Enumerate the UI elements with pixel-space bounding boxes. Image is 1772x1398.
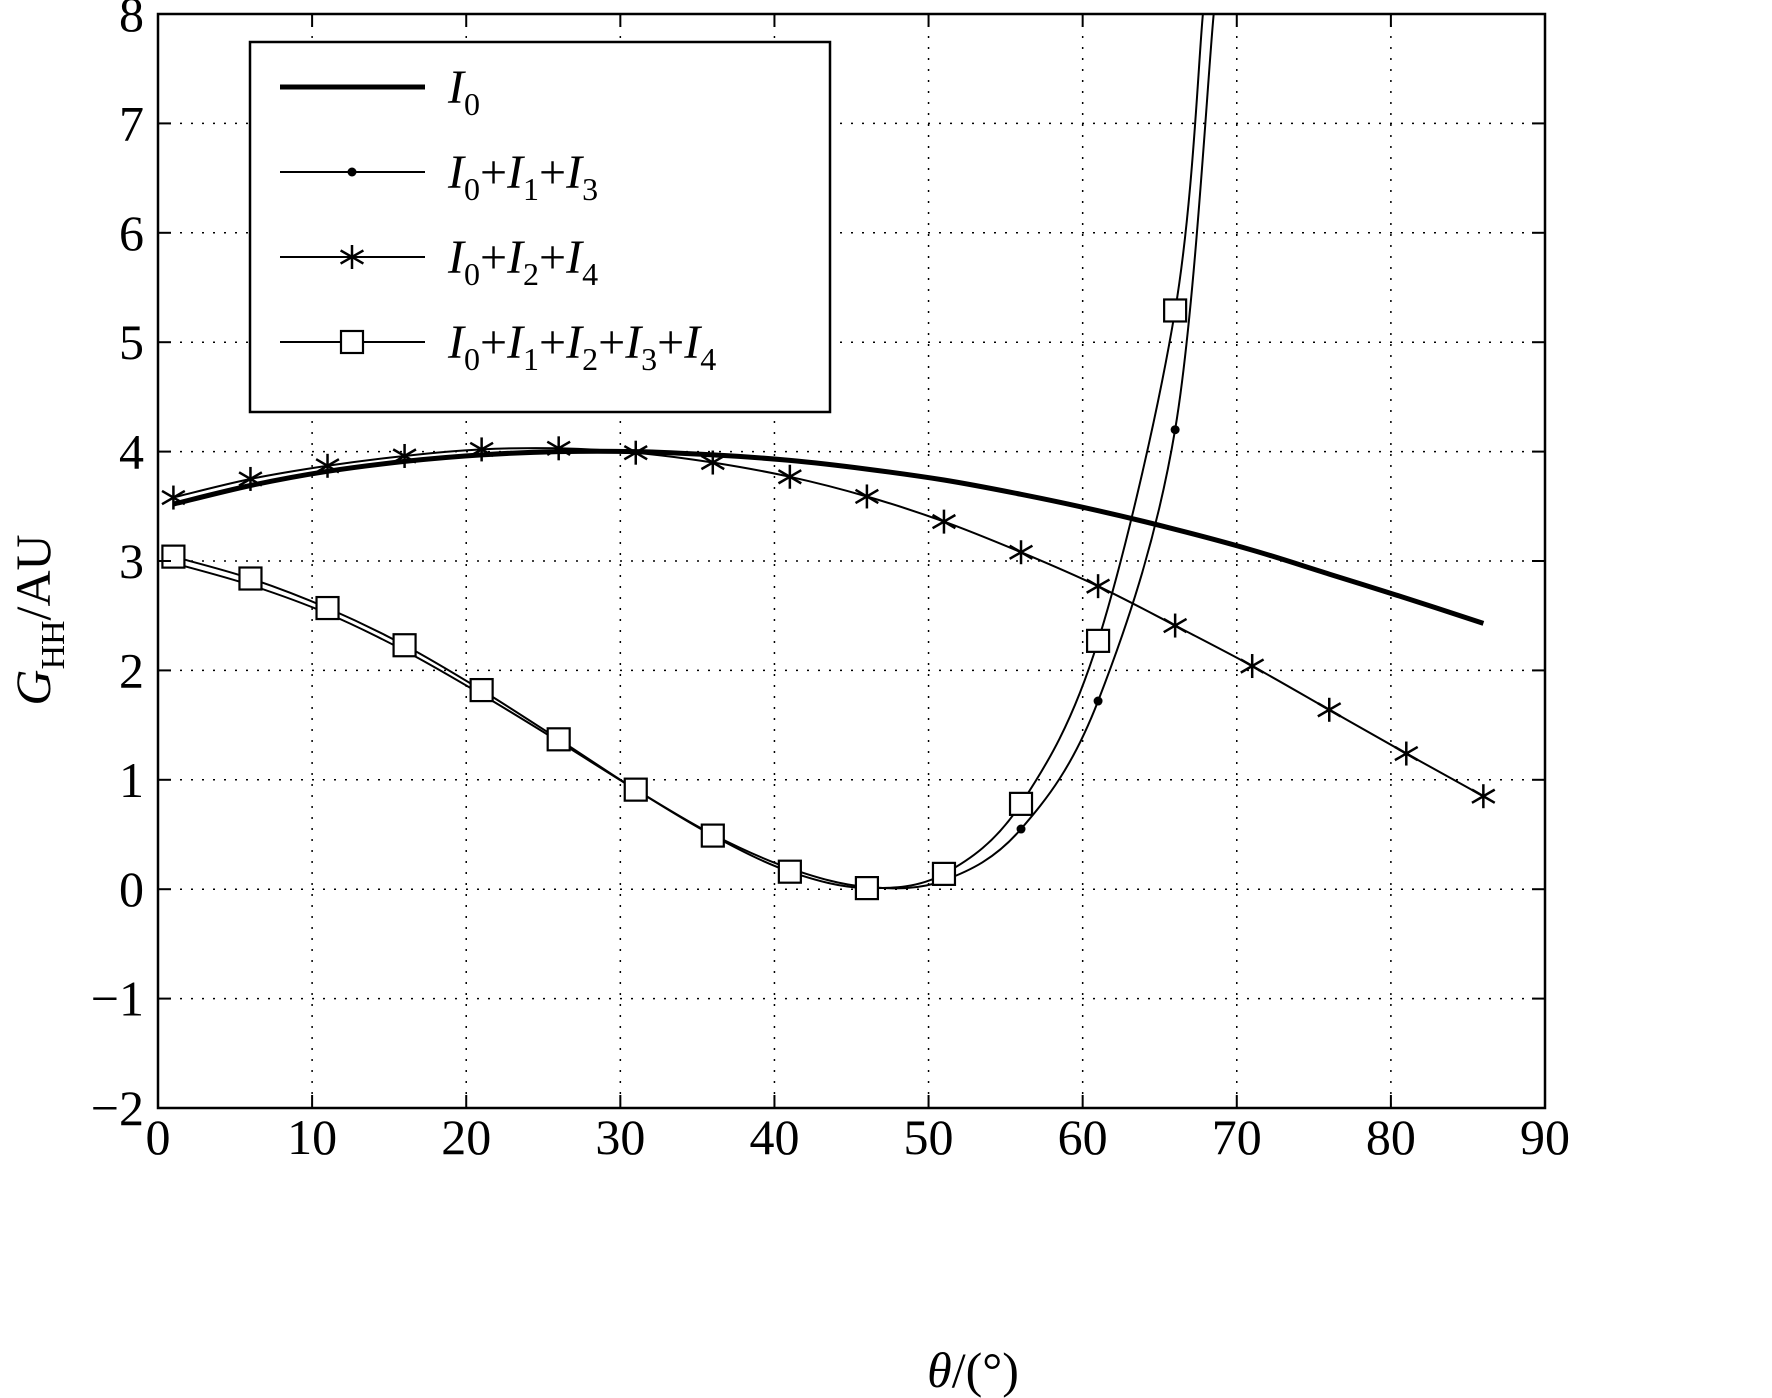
data-point-dot <box>1093 696 1103 706</box>
data-point-square <box>392 633 417 658</box>
legend: I0​ I0​+I1​+I3​ I0​+I2​+I4​ I0​+I1​+I2​+I3​… <box>248 40 832 414</box>
legend-label: I0​ <box>447 61 480 122</box>
data-point-asterisk <box>931 509 956 534</box>
data-point-asterisk <box>700 450 725 475</box>
y-axis-title: GHH/AU <box>5 534 72 705</box>
series-layer <box>161 13 1496 901</box>
y-tick-label: 0 <box>119 861 144 917</box>
data-point-asterisk <box>1008 540 1034 565</box>
data-point-square <box>339 329 365 355</box>
x-tick-label: 70 <box>1212 1109 1262 1165</box>
x-tick-label: 80 <box>1366 1109 1416 1165</box>
y-tick-label: −1 <box>91 971 144 1027</box>
data-point-square <box>469 677 494 703</box>
legend-item: I0​+I2​+I4​ <box>280 231 598 292</box>
legend-item: I0​ <box>280 61 480 122</box>
series-line <box>172 448 1485 626</box>
x-tick-label: 10 <box>287 1109 337 1165</box>
y-tick-label: 1 <box>119 752 144 808</box>
data-point-square <box>315 595 340 621</box>
data-point-square <box>854 876 880 901</box>
data-point-square <box>623 777 648 802</box>
x-tick-label: 60 <box>1058 1109 1108 1165</box>
data-point-asterisk <box>623 440 648 465</box>
data-point-asterisk <box>546 436 571 461</box>
x-tick-label: 30 <box>595 1109 645 1165</box>
series-4 <box>161 13 1204 901</box>
data-point-square <box>1008 791 1034 816</box>
data-point-asterisk <box>315 453 340 478</box>
data-point-square <box>700 823 725 848</box>
ticks <box>157 13 1546 1109</box>
data-point-square <box>777 859 802 884</box>
data-point-dot <box>1170 425 1180 435</box>
data-point-square <box>1085 628 1111 653</box>
data-point-dot <box>347 167 357 177</box>
data-point-asterisk <box>777 464 802 489</box>
x-tick-label: 0 <box>146 1109 171 1165</box>
data-point-square <box>238 566 263 591</box>
legend-item: I0​+I1​+I2​+I3​+I4​ <box>280 316 716 377</box>
y-tick-label: 7 <box>119 95 144 151</box>
data-point-square <box>1163 298 1188 323</box>
x-axis-title: θ/(°) <box>927 1342 1019 1398</box>
y-tick-label: 3 <box>119 533 144 589</box>
data-point-asterisk <box>339 245 365 269</box>
data-point-asterisk <box>392 443 417 468</box>
data-point-asterisk <box>1471 784 1496 809</box>
data-point-asterisk <box>1163 613 1188 638</box>
legend-label: I0​+I1​+I3​ <box>447 146 598 207</box>
legend-label: I0​+I2​+I4​ <box>447 231 598 292</box>
data-point-asterisk <box>161 485 186 510</box>
data-point-asterisk <box>854 484 879 509</box>
data-point-asterisk <box>1240 654 1265 679</box>
y-tick-label: 2 <box>119 642 144 698</box>
y-tick-label: 5 <box>119 314 144 370</box>
series-1 <box>172 448 1485 626</box>
data-point-asterisk <box>238 466 263 491</box>
data-point-square <box>546 727 571 752</box>
x-tick-label: 20 <box>441 1109 491 1165</box>
data-point-asterisk <box>1086 574 1111 599</box>
series-3 <box>161 436 1496 809</box>
x-tick-label: 90 <box>1520 1109 1570 1165</box>
data-point-square <box>161 544 186 569</box>
data-point-dot <box>1016 824 1026 834</box>
tick-labels: 0 10 20 30 40 50 60 70 80 90 −2 −1 0 1 2 3 4 5 6 7 8 <box>91 0 1570 1165</box>
y-tick-label: 6 <box>119 205 144 261</box>
data-point-square <box>931 861 957 886</box>
data-point-asterisk <box>1317 697 1342 722</box>
legend-item: I0​+I1​+I3​ <box>280 146 598 207</box>
legend-label: I0​+I1​+I2​+I3​+I4​ <box>447 316 716 377</box>
y-tick-label: 8 <box>119 0 144 42</box>
data-point-asterisk <box>469 437 494 462</box>
x-tick-label: 40 <box>749 1109 799 1165</box>
data-point-asterisk <box>1394 741 1419 766</box>
y-tick-label: 4 <box>119 424 144 480</box>
x-tick-label: 50 <box>904 1109 954 1165</box>
y-tick-label: −2 <box>91 1080 144 1136</box>
